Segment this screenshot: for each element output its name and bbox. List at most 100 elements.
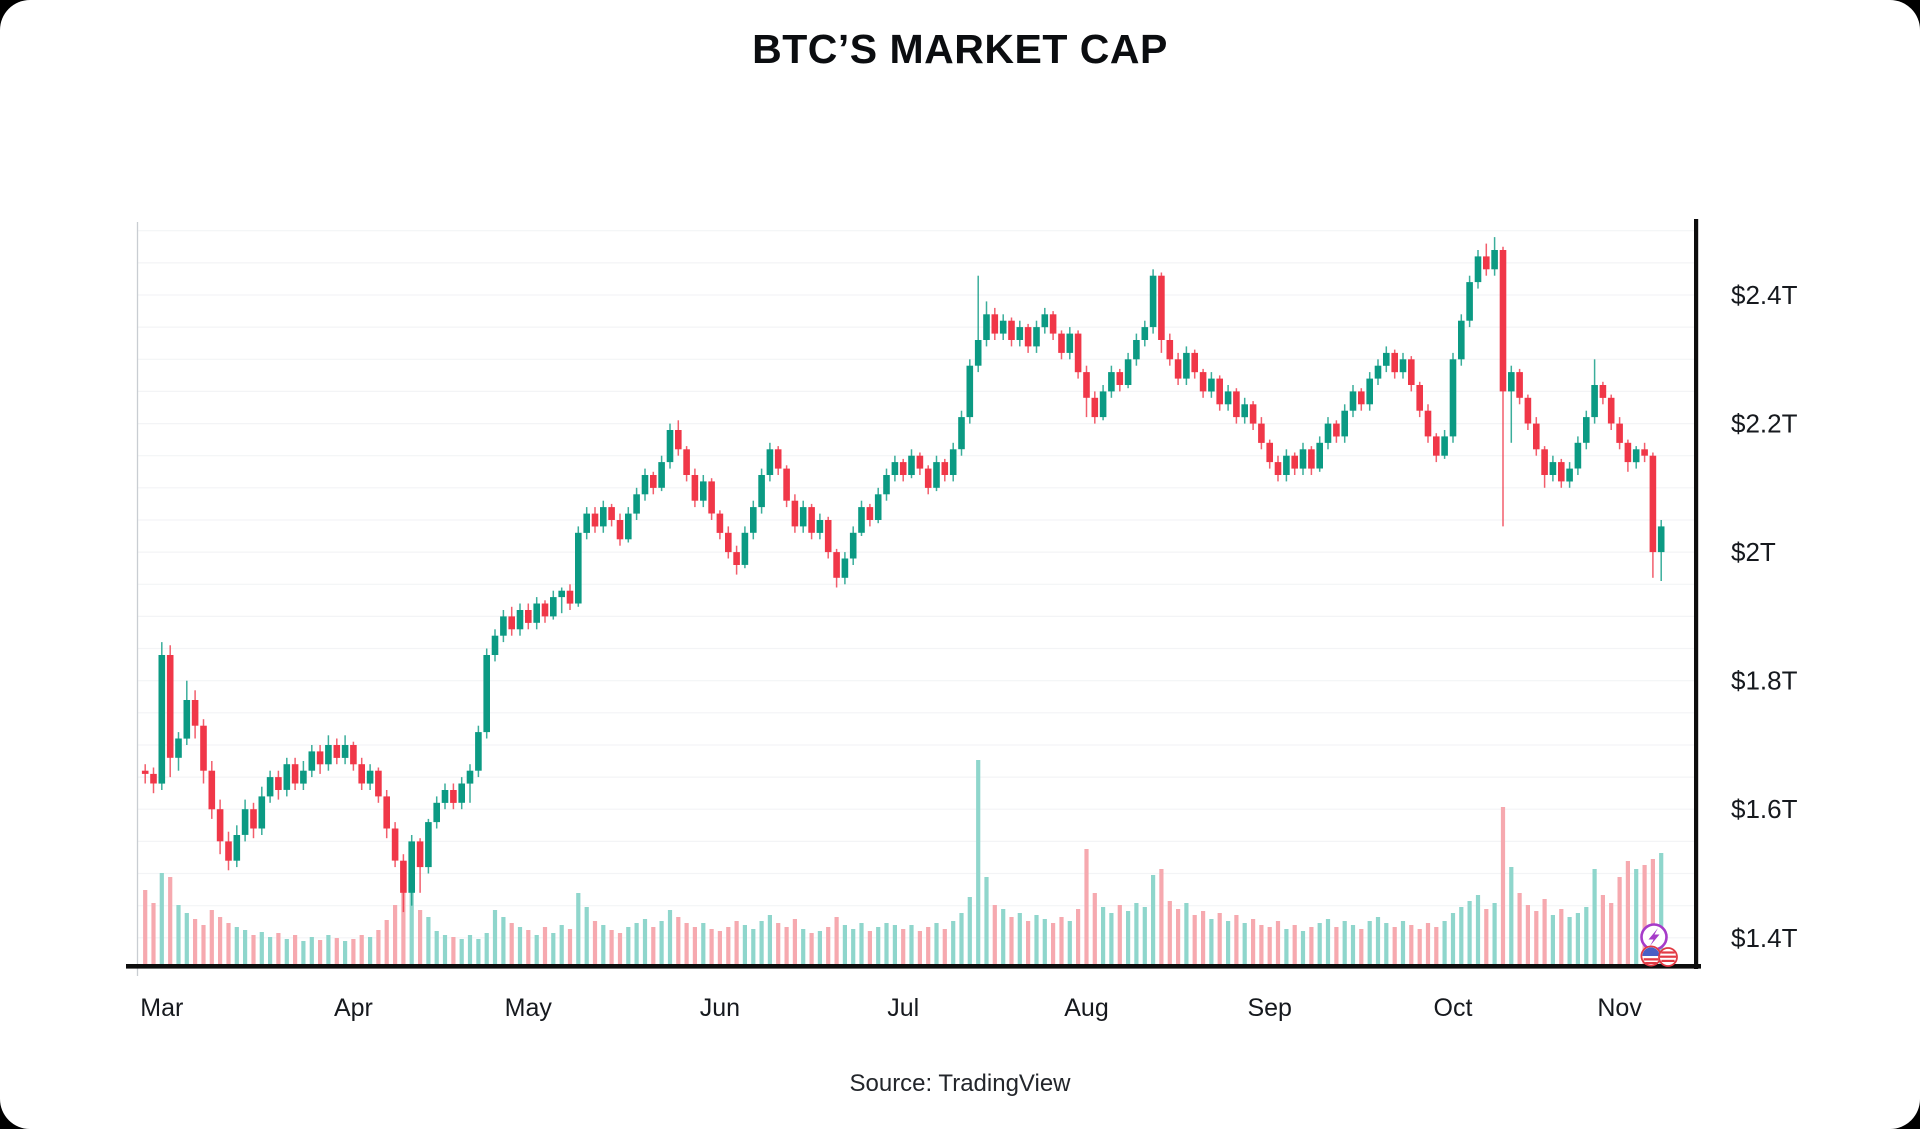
candle-body	[1191, 352, 1198, 373]
y-axis-label: $2.4T	[1731, 280, 1798, 310]
volume-bar	[401, 870, 406, 965]
candle-body	[1341, 410, 1348, 437]
volume-bar	[1467, 901, 1472, 965]
candle-body	[441, 790, 449, 803]
volume-bar	[726, 927, 731, 965]
candle-body	[533, 603, 540, 623]
candle-body	[1283, 455, 1290, 475]
candle-body	[958, 417, 965, 450]
candle-body	[1024, 327, 1032, 347]
volume-bar	[826, 927, 831, 965]
candle-body	[1016, 327, 1024, 340]
volume-bar	[376, 930, 381, 965]
candle-body	[400, 860, 407, 893]
volume-bar	[168, 877, 173, 965]
volume-bar	[1609, 903, 1614, 965]
x-axis-label: Aug	[1064, 994, 1108, 1022]
volume-bar	[1217, 913, 1222, 965]
volume-bar	[1600, 895, 1605, 965]
candle-body	[233, 835, 241, 861]
volume-bar	[692, 927, 697, 965]
x-axis-line	[126, 964, 1701, 969]
candle-body	[608, 507, 615, 520]
volume-bar	[876, 927, 881, 965]
volume-bar	[193, 919, 198, 965]
candle-body	[1358, 391, 1365, 405]
volume-bar	[717, 931, 722, 965]
volume-bar	[1059, 917, 1064, 965]
volume-bar	[209, 910, 214, 965]
volume-bar	[492, 910, 498, 965]
volume-bar	[1575, 913, 1580, 965]
volume-bar	[959, 913, 964, 965]
candle-body	[858, 507, 865, 533]
volume-bar	[1525, 905, 1530, 965]
volume-bar	[293, 935, 298, 965]
volume-bar	[1134, 903, 1139, 965]
candle-body	[1383, 352, 1390, 366]
y-axis-labels: $2.4T $2.2T $2T $1.8T $1.6T $1.4T	[1731, 280, 1798, 953]
volume-bar	[709, 929, 714, 965]
volume-bar	[1659, 853, 1664, 965]
volume-bar	[892, 925, 897, 965]
candle-body	[150, 773, 157, 784]
candle-body	[791, 500, 799, 527]
volume-bar	[1359, 929, 1364, 965]
volume-bar	[276, 933, 281, 965]
candle-body	[1366, 378, 1373, 405]
candle-body	[525, 610, 532, 623]
candle-body	[291, 764, 299, 784]
x-axis-label: Mar	[140, 994, 183, 1022]
candle-body	[983, 314, 990, 340]
candle-body	[216, 809, 224, 842]
candle-body	[949, 449, 957, 475]
candle-body	[883, 475, 890, 495]
candle-body	[1549, 462, 1557, 475]
volume-bar	[917, 931, 922, 965]
candle-body	[1324, 423, 1332, 443]
volume-bar	[409, 885, 414, 965]
volume-bar	[1267, 927, 1272, 965]
volume-bar	[817, 931, 822, 965]
candle-body	[675, 430, 682, 450]
candle-body	[1308, 449, 1315, 469]
volume-bar	[542, 927, 548, 965]
candle-body	[1116, 372, 1124, 385]
volume-bar	[1425, 923, 1431, 965]
candle-body	[916, 455, 924, 469]
volume-bar	[459, 939, 464, 965]
volume-bar	[1092, 893, 1097, 965]
volume-bar	[576, 893, 581, 965]
candle-body	[1541, 449, 1548, 475]
volume-bar	[234, 927, 239, 965]
x-axis-label: Oct	[1434, 994, 1473, 1022]
candle-body	[808, 507, 815, 533]
candle-body	[1033, 327, 1040, 347]
volume-bar	[1292, 925, 1297, 965]
candle-body	[658, 462, 665, 488]
candle-body	[1624, 442, 1632, 463]
candle-body	[1566, 468, 1573, 482]
candle-body	[774, 449, 782, 469]
volume-bar	[1517, 893, 1522, 965]
volume-bar	[1151, 875, 1156, 965]
candle-body	[1374, 365, 1382, 379]
volume-bar	[1592, 869, 1597, 965]
candle-body	[1008, 320, 1015, 340]
volume-bar	[1117, 905, 1122, 965]
y-axis-label: $1.8T	[1731, 666, 1798, 696]
candle-body	[1508, 372, 1515, 392]
candle-body	[191, 700, 199, 726]
candle-body	[1632, 449, 1640, 463]
candle-body	[1058, 333, 1065, 353]
candle-body	[650, 475, 657, 488]
candle-body	[1499, 250, 1507, 392]
candle-body	[1049, 314, 1057, 334]
volume-bar	[551, 933, 556, 965]
candle-body	[500, 616, 507, 636]
candle-body	[924, 468, 932, 488]
volume-bar	[1142, 907, 1147, 965]
candle-body	[1408, 359, 1415, 385]
volume-bar	[867, 931, 872, 965]
